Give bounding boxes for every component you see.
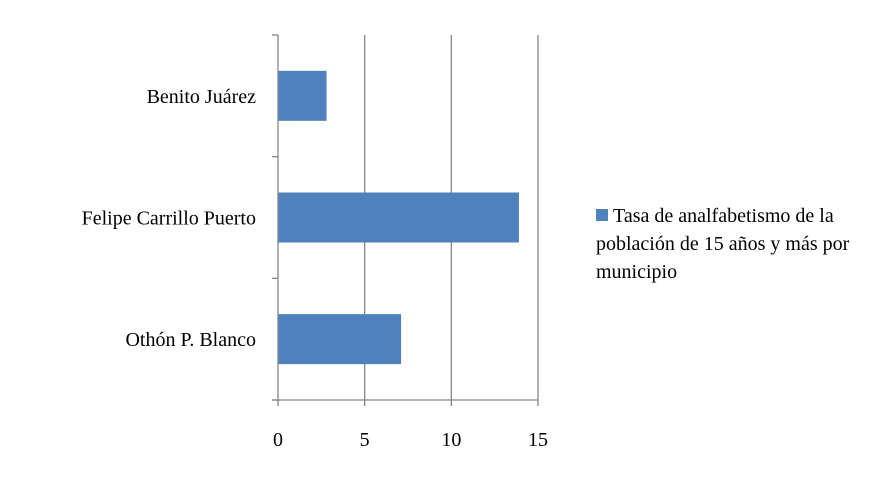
x-tick-label: 10 <box>441 429 461 451</box>
axes <box>272 34 539 406</box>
legend: Tasa de analfabetismo de la población de… <box>596 202 886 286</box>
x-tick-label: 15 <box>528 429 548 451</box>
category-labels: Benito Juárez Felipe Carrillo Puerto Othón… <box>82 86 257 351</box>
bar <box>278 314 402 365</box>
category-label: Felipe Carrillo Puerto <box>82 208 256 230</box>
category-label: Othón P. Blanco <box>125 329 256 351</box>
legend-label: Tasa de analfabetismo de la población de… <box>596 205 850 283</box>
x-tick-label: 0 <box>273 429 283 451</box>
bar <box>278 192 519 243</box>
bar <box>278 70 327 121</box>
category-label: Benito Juárez <box>147 86 257 108</box>
legend-swatch <box>596 209 608 221</box>
x-tick-labels: 0 5 10 15 <box>273 429 548 451</box>
bars <box>278 70 519 365</box>
x-tick-label: 5 <box>360 429 370 451</box>
